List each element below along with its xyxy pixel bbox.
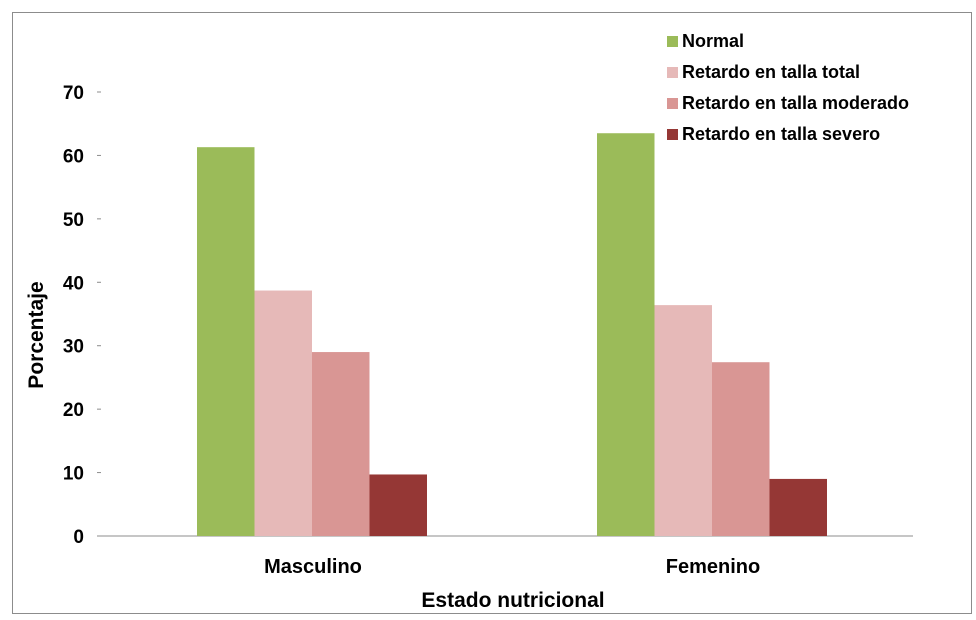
bar-masculino-1 — [254, 290, 312, 536]
bar-femenino-1 — [654, 305, 712, 536]
bar-masculino-2 — [312, 352, 370, 536]
legend-label: Retardo en talla moderado — [682, 93, 909, 113]
x-category-label: Femenino — [666, 556, 760, 578]
bar-chart: 0 10 20 30 40 50 60 70 Masculino Femenino Porcen… — [25, 31, 913, 612]
bar-femenino-2 — [712, 362, 770, 536]
legend: Normal Retardo en talla total Retardo en t… — [667, 31, 909, 144]
x-category-label: Masculino — [264, 556, 362, 578]
y-tick-label: 20 — [63, 400, 84, 421]
y-tick-label: 0 — [73, 527, 84, 548]
bar-masculino-3 — [369, 474, 427, 536]
legend-label: Retardo en talla severo — [682, 124, 880, 144]
legend-label: Normal — [682, 31, 744, 51]
y-tick-label: 50 — [63, 210, 84, 231]
y-tick-label: 10 — [63, 464, 84, 485]
x-axis-title: Estado nutricional — [421, 589, 604, 612]
legend-swatch — [667, 67, 678, 78]
y-tick-label: 60 — [63, 146, 84, 167]
y-tick-label: 30 — [63, 337, 84, 358]
y-axis-ticks: 0 10 20 30 40 50 60 70 — [63, 83, 101, 548]
bar-femenino-3 — [769, 478, 827, 536]
bar-masculino-0 — [197, 147, 255, 536]
x-axis-categories: Masculino Femenino — [264, 556, 760, 578]
y-axis-title: Porcentaje — [25, 281, 48, 388]
y-tick-label: 70 — [63, 83, 84, 104]
legend-swatch — [667, 98, 678, 109]
y-tick-label: 40 — [63, 273, 84, 294]
chart-frame: 0 10 20 30 40 50 60 70 Masculino Femenino Porcen… — [12, 12, 972, 614]
legend-swatch — [667, 129, 678, 140]
legend-label: Retardo en talla total — [682, 62, 860, 82]
legend-swatch — [667, 36, 678, 47]
bars — [197, 133, 827, 536]
bar-femenino-0 — [597, 133, 655, 536]
